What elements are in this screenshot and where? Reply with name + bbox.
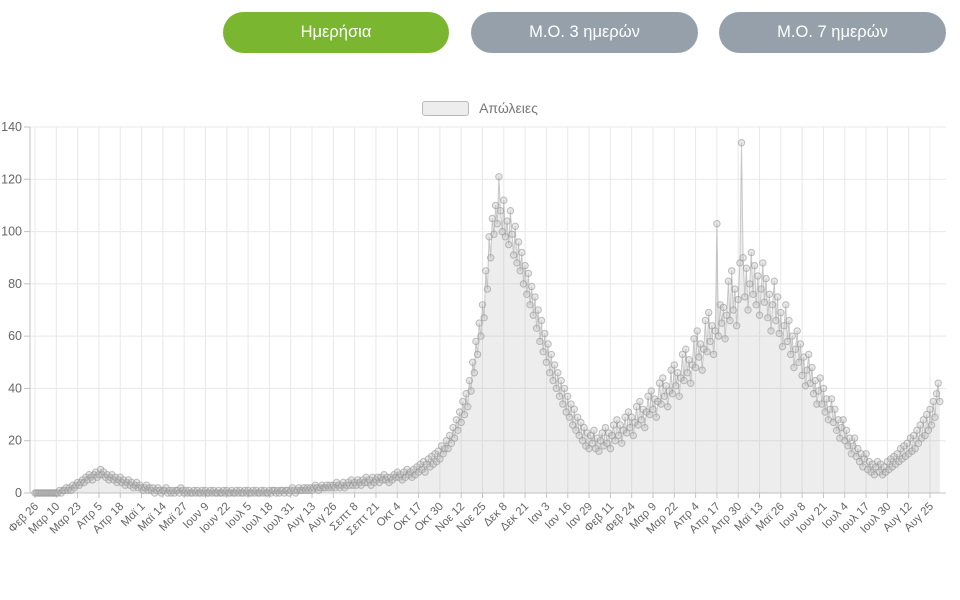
- legend-swatch-icon: [422, 100, 470, 116]
- avg-7-days-button[interactable]: Μ.Ο. 7 ημερών: [719, 12, 946, 53]
- view-toggle-group: Ημερήσια Μ.Ο. 3 ημερών Μ.Ο. 7 ημερών: [0, 12, 960, 54]
- avg-3-days-button[interactable]: Μ.Ο. 3 ημερών: [471, 12, 698, 53]
- svg-text:140: 140: [1, 120, 22, 134]
- svg-text:60: 60: [8, 329, 22, 343]
- svg-text:100: 100: [1, 225, 22, 239]
- svg-text:20: 20: [8, 434, 22, 448]
- legend-label: Απώλειες: [479, 100, 538, 116]
- svg-text:40: 40: [8, 381, 22, 395]
- svg-text:120: 120: [1, 172, 22, 186]
- daily-button[interactable]: Ημερήσια: [223, 12, 449, 53]
- legend[interactable]: Απώλειες: [0, 99, 960, 117]
- svg-text:0: 0: [15, 486, 22, 500]
- svg-text:80: 80: [8, 277, 22, 291]
